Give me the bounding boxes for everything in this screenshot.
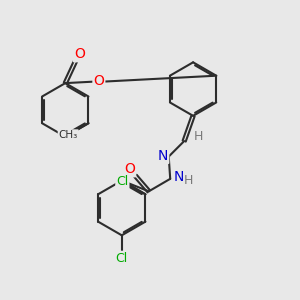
Text: N: N (158, 149, 168, 163)
Text: Cl: Cl (116, 252, 128, 265)
Text: O: O (74, 47, 85, 61)
Text: O: O (124, 162, 135, 176)
Text: H: H (184, 174, 193, 187)
Text: O: O (93, 74, 104, 88)
Text: CH₃: CH₃ (58, 130, 78, 140)
Text: Cl: Cl (116, 175, 128, 188)
Text: H: H (194, 130, 203, 143)
Text: N: N (174, 170, 184, 184)
